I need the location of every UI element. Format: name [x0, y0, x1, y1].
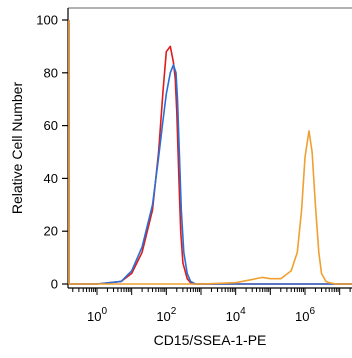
- y-tick-label: 0: [51, 277, 58, 292]
- plot-frame: [67, 7, 352, 289]
- y-tick-label: 40: [44, 171, 58, 186]
- x-ticks: 100 102 104 106: [72, 288, 351, 324]
- x-tick-label: 102: [156, 306, 176, 324]
- series-line-3: [68, 20, 352, 285]
- y-tick-label: 80: [44, 65, 58, 80]
- series-line-2: [68, 20, 352, 285]
- y-tick-label: 60: [44, 118, 58, 133]
- x-tick-label: 100: [87, 306, 107, 324]
- y-tick-label: 100: [36, 13, 58, 28]
- x-axis-title: CD15/SSEA-1-PE: [154, 332, 267, 348]
- y-tick-label: 20: [44, 224, 58, 239]
- x-tick-label: 106: [295, 306, 315, 324]
- y-axis-title: Relative Cell Number: [9, 82, 25, 215]
- x-tick-label: 104: [226, 306, 246, 324]
- series-layer: [68, 20, 352, 285]
- series-line-1: [68, 20, 352, 285]
- y-ticks: 0 20 40 60 80 100: [36, 13, 68, 292]
